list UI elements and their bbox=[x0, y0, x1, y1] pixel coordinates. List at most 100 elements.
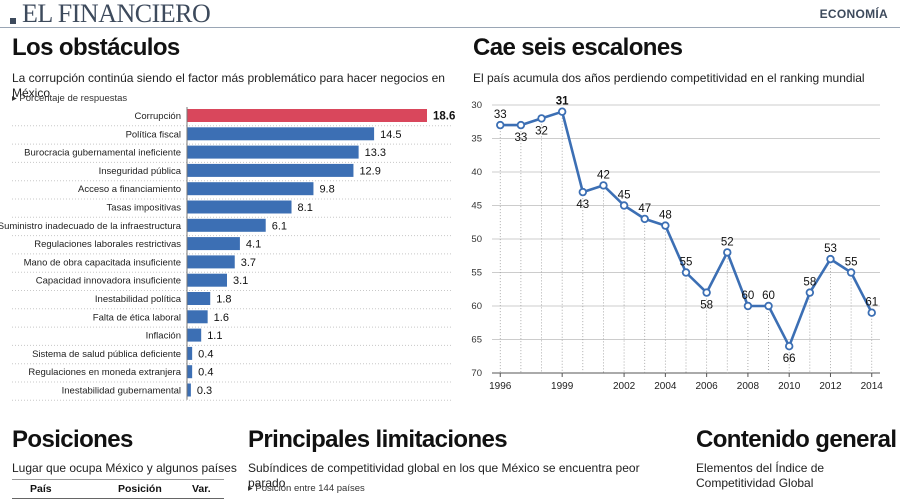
bar bbox=[187, 237, 240, 251]
data-point-label: 43 bbox=[576, 199, 589, 211]
bar-category-label: Capacidad innovadora insuficiente bbox=[36, 276, 181, 287]
bar-value-label: 14.5 bbox=[380, 129, 401, 141]
posiciones-header-rule bbox=[12, 498, 224, 499]
bar-value-label: 6.1 bbox=[272, 220, 287, 232]
bar-category-label: Regulaciones en moneda extranjera bbox=[28, 367, 181, 378]
data-point bbox=[578, 187, 588, 197]
bar bbox=[187, 328, 202, 342]
bar-category-label: Política fiscal bbox=[126, 129, 181, 140]
limitaciones-note: ▸ Posición entre 144 países bbox=[248, 483, 365, 494]
x-tick-label: 2014 bbox=[861, 381, 884, 392]
data-point-label: 47 bbox=[638, 203, 651, 215]
data-point-label: 60 bbox=[762, 290, 775, 302]
data-point bbox=[826, 254, 835, 264]
bar-category-label: Suministro inadecuado de la infraestruct… bbox=[0, 221, 182, 232]
x-tick-label: 2012 bbox=[819, 381, 842, 392]
bar-value-label: 0.3 bbox=[197, 385, 212, 397]
column-var: Var. bbox=[192, 483, 211, 495]
bar bbox=[187, 182, 314, 196]
bar-category-label: Inestabilidad gubernamental bbox=[62, 386, 181, 397]
bar-value-label: 0.4 bbox=[198, 348, 213, 360]
data-point-label: 58 bbox=[803, 277, 816, 289]
data-point-label: 32 bbox=[535, 125, 548, 137]
bar-chart-note: ▸ Porcentaje de respuestas bbox=[12, 93, 127, 104]
bar-category-label: Sistema de salud pública deficiente bbox=[32, 349, 181, 360]
bar-chart-title: Los obstáculos bbox=[12, 34, 180, 61]
bar-category-label: Burocracia gubernamental ineficiente bbox=[24, 148, 181, 159]
posiciones-subtitle: Lugar que ocupa México y algunos países bbox=[12, 461, 237, 475]
data-point bbox=[723, 248, 732, 257]
bar-category-label: Mano de obra capacitada insuficiente bbox=[24, 257, 181, 268]
bar-value-label: 1.8 bbox=[216, 294, 231, 306]
bar-value-label: 9.8 bbox=[319, 184, 334, 196]
data-point-label: 48 bbox=[659, 210, 672, 222]
column-pais: País bbox=[30, 483, 52, 495]
bar bbox=[187, 145, 359, 159]
bar bbox=[187, 127, 375, 141]
limitaciones-subtitle: Subíndices de competitividad global en l… bbox=[248, 461, 640, 490]
data-point bbox=[496, 120, 505, 130]
bar-category-label: Tasas impositivas bbox=[107, 203, 182, 214]
y-tick-label: 35 bbox=[471, 134, 482, 145]
contenido-subtitle: Elementos del Índice de Competitividad G… bbox=[696, 461, 825, 490]
bar-value-label: 13.3 bbox=[365, 147, 386, 159]
y-tick-label: 30 bbox=[471, 100, 482, 111]
data-point-label: 61 bbox=[865, 297, 878, 309]
data-point bbox=[805, 288, 815, 297]
bar-value-label: 3.1 bbox=[233, 275, 248, 287]
bar bbox=[187, 109, 427, 122]
data-point-label: 60 bbox=[742, 290, 755, 302]
bar-category-label: Inseguridad pública bbox=[99, 166, 182, 177]
y-tick-label: 50 bbox=[471, 234, 482, 245]
data-point bbox=[867, 308, 876, 317]
data-point bbox=[784, 341, 794, 351]
triangle-marker-icon: ▸ bbox=[248, 483, 253, 494]
bar-category-label: Inflación bbox=[146, 331, 181, 342]
data-point bbox=[681, 268, 691, 277]
column-posicion: Posición bbox=[118, 483, 162, 495]
y-tick-label: 40 bbox=[471, 167, 482, 178]
y-tick-label: 45 bbox=[471, 201, 482, 212]
data-point-label: 33 bbox=[494, 109, 507, 121]
limitaciones-title: Principales limitaciones bbox=[248, 426, 508, 453]
data-point-label: 33 bbox=[514, 132, 527, 144]
masthead: EL FINANCIERO ECONOMÍA bbox=[0, 0, 900, 28]
data-point bbox=[640, 214, 649, 224]
data-point-label: 53 bbox=[824, 243, 837, 255]
bar bbox=[187, 310, 208, 324]
bar bbox=[187, 346, 193, 360]
bar-chart-subtitle: La corrupción continúa siendo el factor … bbox=[12, 71, 445, 100]
line-chart-title: Cae seis escalones bbox=[473, 34, 683, 61]
bar bbox=[187, 218, 266, 232]
line-chart: 30 35 40 45 50 55 60 65 70 1996 1999 2002 2004 2006 20… bbox=[471, 96, 884, 392]
data-point bbox=[764, 301, 773, 311]
bar bbox=[187, 365, 193, 379]
bar bbox=[187, 273, 227, 287]
bar bbox=[187, 292, 211, 305]
data-point bbox=[599, 181, 608, 190]
bar-category-label: Inestabilidad política bbox=[95, 294, 182, 305]
data-point-label: 55 bbox=[680, 257, 693, 269]
x-tick-label: 2006 bbox=[696, 381, 719, 392]
bar-value-label: 3.7 bbox=[241, 257, 256, 269]
brand-logo: EL FINANCIERO bbox=[22, 0, 211, 28]
y-tick-label: 55 bbox=[471, 268, 482, 279]
section-label: ECONOMÍA bbox=[819, 7, 888, 21]
data-point bbox=[619, 201, 629, 210]
line-chart-subtitle: El país acumula dos años perdiendo compe… bbox=[473, 71, 865, 85]
data-point bbox=[537, 114, 546, 123]
data-point-label: 31 bbox=[556, 96, 569, 108]
x-tick-label: 2010 bbox=[778, 381, 801, 392]
bar-value-label: 12.9 bbox=[359, 165, 380, 177]
bar-category-label: Regulaciones laborales restrictivas bbox=[34, 239, 181, 250]
data-point bbox=[557, 107, 567, 116]
x-tick-label: 2002 bbox=[613, 381, 636, 392]
bar-chart: Corrupción 18.6 Política fiscal 14.5 Burocra… bbox=[0, 107, 455, 401]
data-point-label: 66 bbox=[783, 353, 796, 365]
data-point-label: 52 bbox=[721, 236, 734, 248]
data-point-label: 45 bbox=[618, 190, 631, 202]
bar bbox=[187, 163, 354, 177]
bar-value-label: 4.1 bbox=[246, 239, 261, 251]
data-point-label: 58 bbox=[700, 300, 713, 312]
bar-value-label: 8.1 bbox=[298, 202, 313, 214]
